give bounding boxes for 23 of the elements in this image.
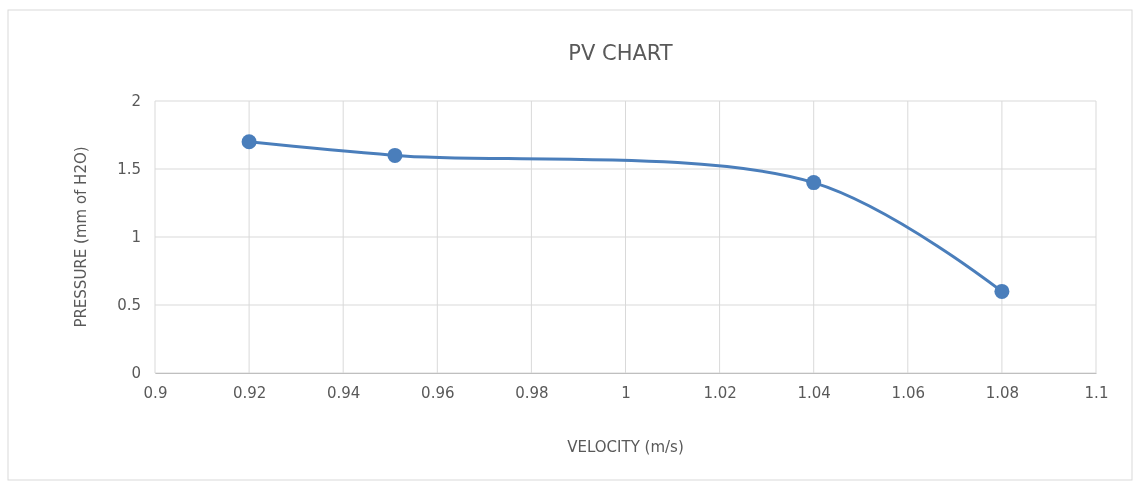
y-tick-label: 0 xyxy=(131,364,141,383)
x-tick-label: 0.96 xyxy=(421,383,455,402)
x-tick-label: 1 xyxy=(621,383,631,402)
x-tick-label: 1.1 xyxy=(1084,383,1109,402)
x-tick-label: 0.98 xyxy=(515,383,549,402)
point xyxy=(241,134,257,150)
point xyxy=(387,147,403,163)
x-tick-label: 1.06 xyxy=(891,383,925,402)
x-tick-label: 1.04 xyxy=(797,383,831,402)
y-tick-label: 1 xyxy=(131,228,141,247)
y-tick-label: 2 xyxy=(131,92,141,111)
x-axis-title: VELOCITY (m/s) xyxy=(567,438,684,456)
x-tick-label: 0.94 xyxy=(327,383,361,402)
point xyxy=(806,175,822,191)
x-tick-label: 1.02 xyxy=(703,383,737,402)
y-tick-label: 1.5 xyxy=(117,160,141,179)
chart-title: PV CHART xyxy=(568,41,673,65)
point xyxy=(994,283,1010,299)
x-tick-label: 0.92 xyxy=(232,383,267,402)
x-tick-label: 1.08 xyxy=(985,383,1020,402)
x-tick-label: 0.9 xyxy=(143,383,168,402)
y-axis-title: PRESSURE (mm of H2O) xyxy=(72,146,90,328)
y-tick-label: 0.5 xyxy=(117,296,141,315)
